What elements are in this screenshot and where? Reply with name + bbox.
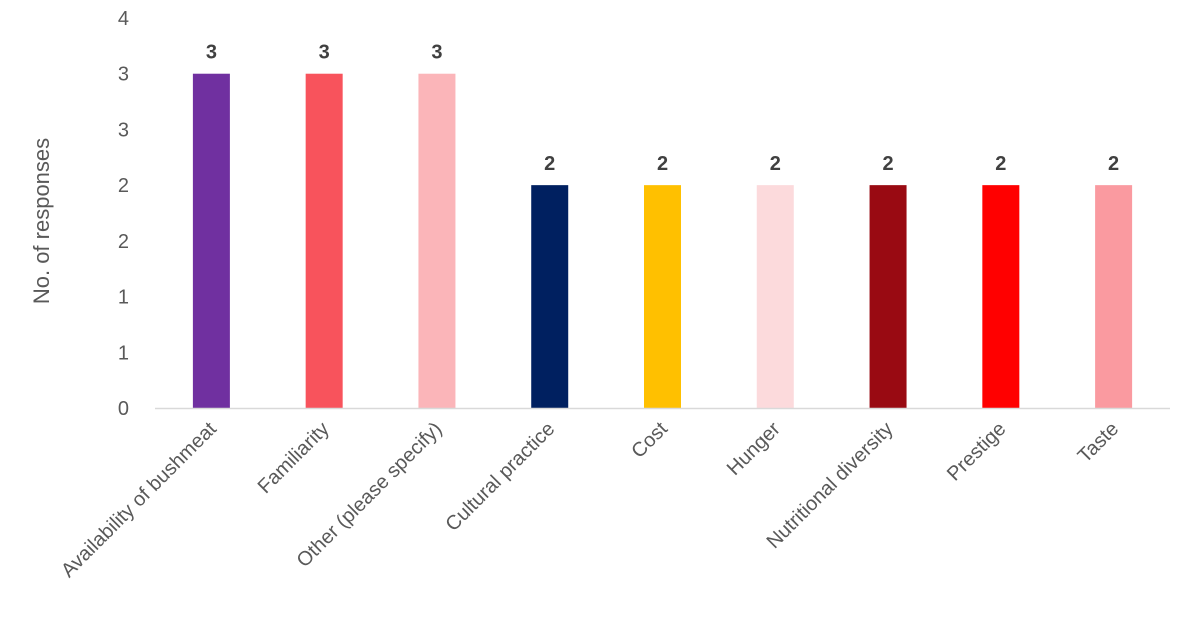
y-tick-label: 2 [118,231,129,253]
bar [756,185,794,408]
category-label: Prestige [943,418,1010,485]
bar-data-label: 3 [431,42,442,64]
y-axis-title: No. of responses [29,138,54,304]
y-tick-label: 0 [118,398,129,420]
y-tick-label: 3 [118,64,129,86]
category-labels-group: Availability of bushmeat FamiliarityOther… [57,418,1123,582]
y-tick-label: 2 [118,175,129,197]
bar [192,73,230,408]
category-label: Cost [627,418,672,463]
category-label: Availability of bushmeat [57,418,221,582]
y-tick-label: 1 [118,342,129,364]
y-tick-label: 4 [118,8,129,30]
bar [418,73,456,408]
bar [1095,185,1133,408]
bar-data-label: 2 [544,153,555,175]
bar-data-label: 2 [1108,153,1119,175]
category-label: Familiarity [254,418,334,498]
bar [644,185,681,408]
bar-data-label: 3 [206,42,217,64]
bar [982,185,1020,408]
category-label: Hunger [723,418,785,480]
y-axis-ticks: 0 1 1 2 2 3 3 4 [118,8,129,420]
bar-data-label: 2 [770,153,781,175]
category-label: Nutritional diversity [763,418,898,553]
bar-data-label: 2 [882,153,893,175]
bar-data-label: 2 [995,153,1006,175]
bar [531,185,569,408]
bars-group [192,73,1133,408]
category-label: Taste [1074,418,1123,467]
y-tick-label: 3 [118,119,129,141]
bar-data-label: 3 [319,42,330,64]
y-tick-label: 1 [118,287,129,309]
category-label: Cultural practice [442,418,560,536]
bar [869,185,907,408]
bar [305,73,343,408]
bar-data-label: 2 [657,153,668,175]
data-labels-group: 3 3 3 2 2 2 2 2 2 [206,42,1119,175]
